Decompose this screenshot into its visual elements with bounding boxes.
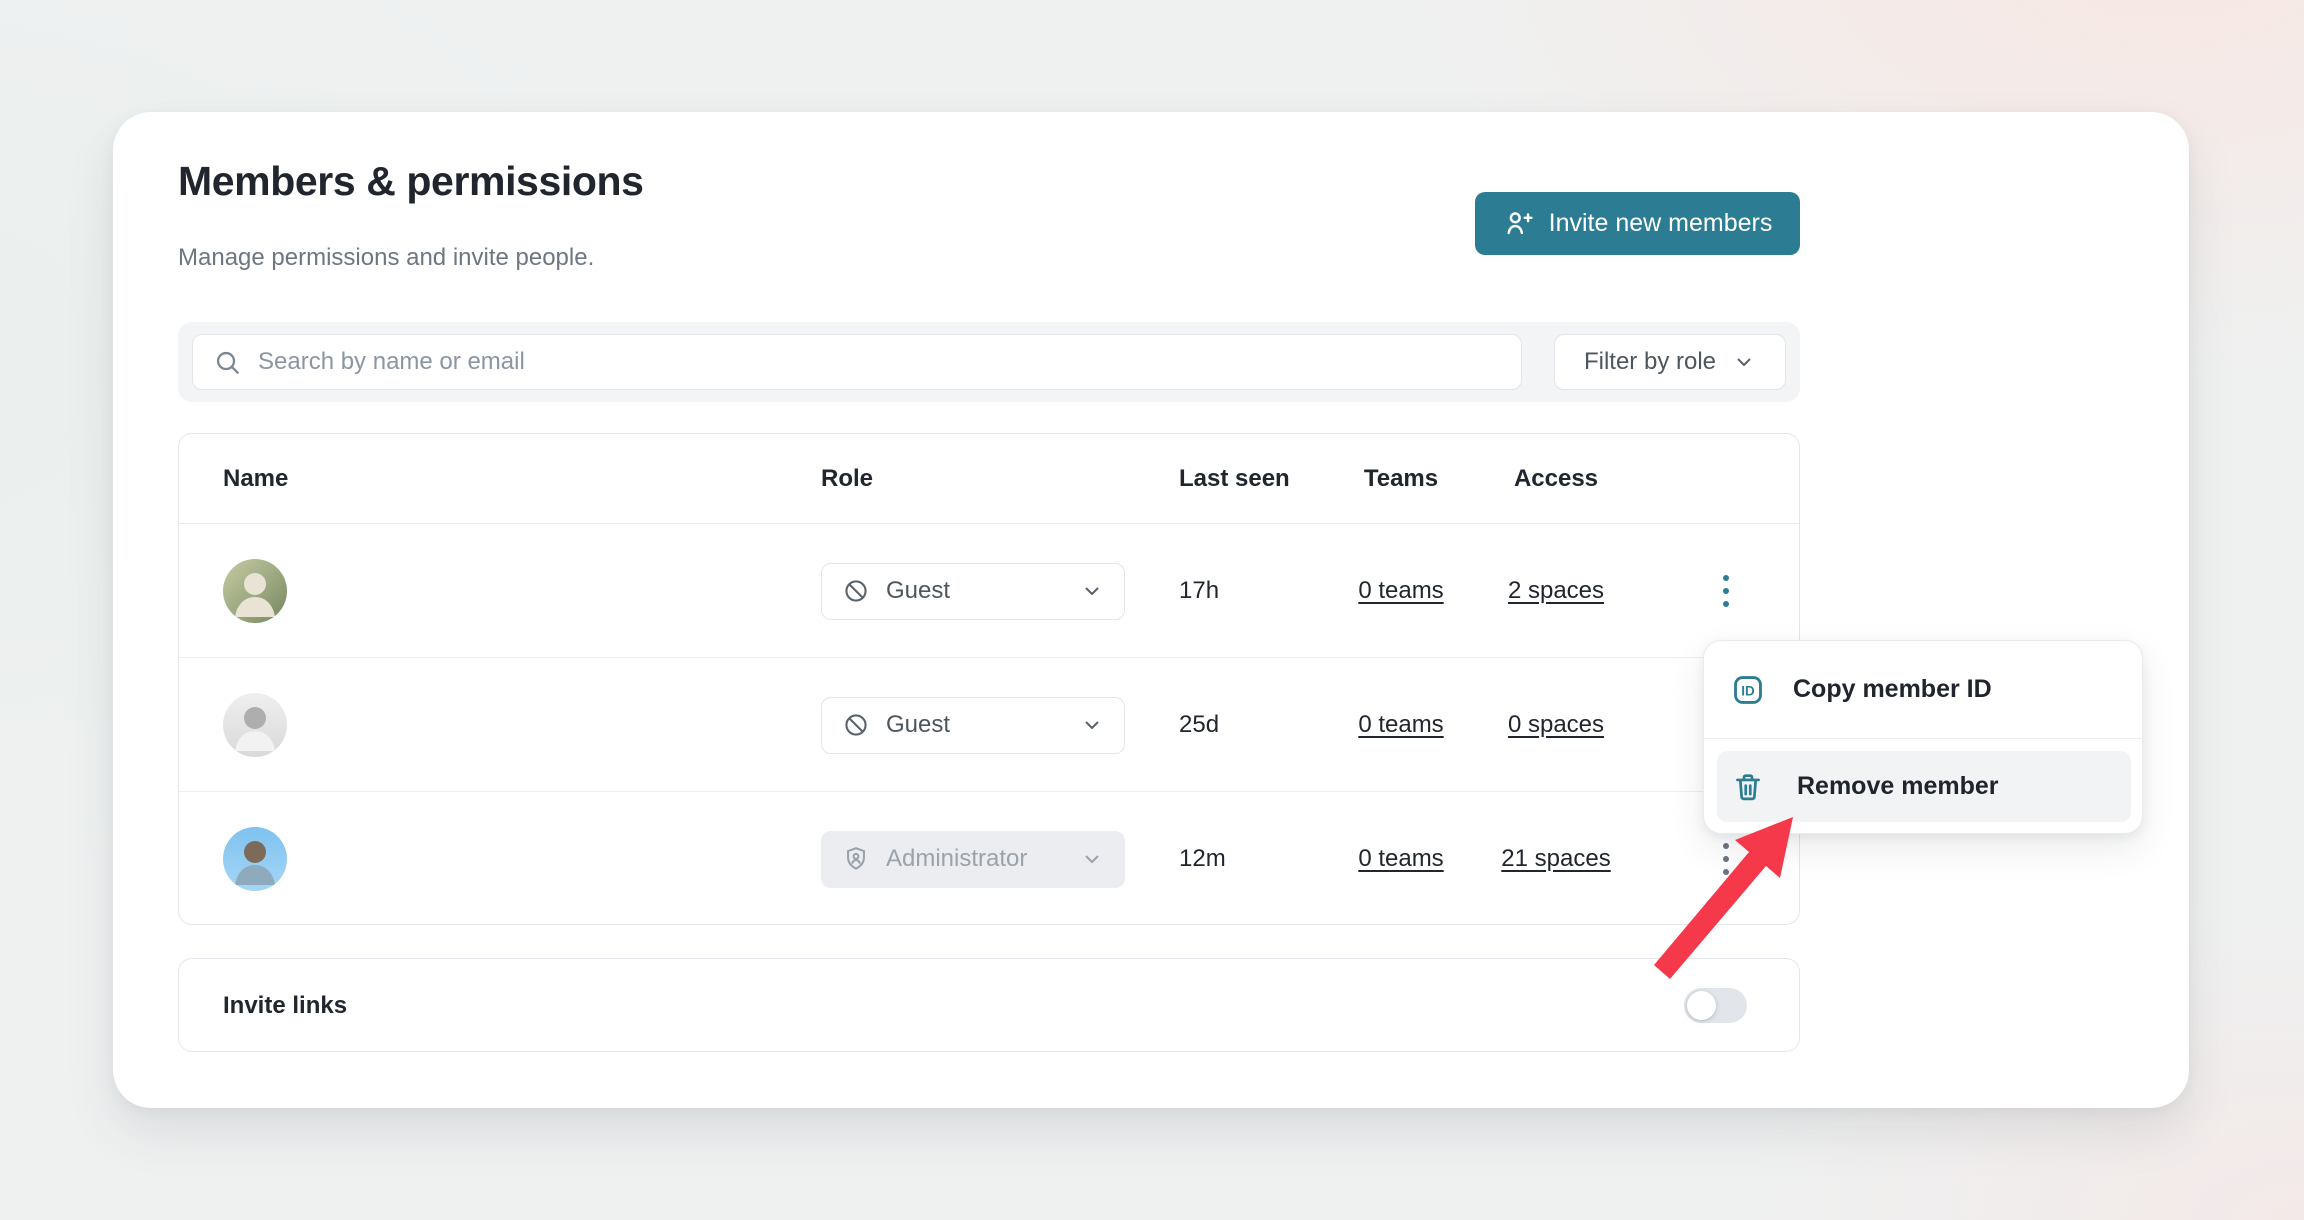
page-title: Members & permissions (178, 158, 644, 204)
role-value: Administrator (886, 845, 1028, 872)
menu-item-remove-member[interactable]: Remove member (1717, 751, 2131, 822)
role-dropdown[interactable]: Guest (821, 696, 1125, 754)
teams-link[interactable]: 0 teams (1358, 577, 1444, 604)
menu-item-copy-member-id[interactable]: ID Copy member ID (1704, 641, 2142, 738)
column-header-access: Access (1513, 465, 1599, 492)
invite-button-label: Invite new members (1548, 209, 1773, 237)
invite-links-toggle[interactable] (1684, 988, 1747, 1023)
role-dropdown: Administrator (821, 830, 1125, 888)
role-dropdown[interactable]: Guest (821, 562, 1125, 620)
filter-by-role-label: Filter by role (1583, 348, 1717, 375)
invite-new-members-button[interactable]: Invite new members (1475, 192, 1800, 255)
chevron-down-icon (1085, 721, 1099, 729)
member-row: Guest 17h 0 teams 2 spaces (179, 524, 1799, 658)
teams-link[interactable]: 0 teams (1358, 711, 1444, 738)
members-permissions-panel: Members & permissions Manage permissions… (113, 112, 2189, 1108)
menu-item-label: Remove member (1797, 772, 1999, 800)
teams-link[interactable]: 0 teams (1358, 845, 1444, 872)
menu-divider (1704, 738, 2142, 739)
no-entry-icon (845, 580, 867, 602)
page-subtitle: Manage permissions and invite people. (178, 244, 595, 271)
access-link[interactable]: 21 spaces (1501, 845, 1611, 872)
member-avatar (223, 559, 287, 623)
toggle-knob (1687, 991, 1716, 1020)
chevron-down-icon (1737, 358, 1751, 366)
no-entry-icon (845, 714, 867, 736)
row-menu-button[interactable] (1717, 569, 1735, 613)
member-context-menu: ID Copy member ID Remove member (1703, 640, 2143, 834)
member-row: Guest 25d 0 teams 0 spaces (179, 658, 1799, 792)
last-seen-value: 25d (1179, 711, 1220, 738)
chevron-down-icon (1085, 855, 1099, 863)
access-link[interactable]: 0 spaces (1507, 711, 1605, 738)
svg-text:ID: ID (1741, 683, 1755, 698)
search-box (192, 334, 1522, 390)
last-seen-value: 12m (1179, 845, 1226, 872)
role-value: Guest (886, 711, 951, 738)
filter-by-role-button[interactable]: Filter by role (1554, 334, 1786, 390)
id-badge-icon: ID (1734, 675, 1762, 704)
member-avatar (223, 693, 287, 757)
person-plus-icon (1507, 212, 1533, 235)
access-link[interactable]: 2 spaces (1507, 577, 1605, 604)
column-header-last-seen: Last seen (1179, 465, 1290, 492)
search-input[interactable] (258, 348, 1501, 376)
search-filter-toolbar: Filter by role (178, 322, 1800, 402)
member-row: Administrator 12m 0 teams 21 spaces (179, 792, 1799, 926)
trash-icon (1736, 773, 1760, 800)
shield-person-icon (847, 847, 865, 870)
invite-links-section: Invite links (178, 958, 1800, 1052)
column-header-teams: Teams (1363, 465, 1439, 492)
member-avatar (223, 827, 287, 891)
table-header-row: Name Role Last seen Teams Access (179, 434, 1799, 524)
column-header-name: Name (223, 465, 289, 492)
search-icon (216, 351, 239, 374)
members-table: Name Role Last seen Teams Access Guest (178, 433, 1800, 925)
last-seen-value: 17h (1179, 577, 1220, 604)
column-header-role: Role (821, 465, 874, 492)
row-menu-button[interactable] (1717, 837, 1735, 881)
chevron-down-icon (1085, 587, 1099, 595)
role-value: Guest (886, 577, 951, 604)
menu-item-label: Copy member ID (1793, 675, 1992, 703)
invite-links-label: Invite links (223, 992, 348, 1019)
